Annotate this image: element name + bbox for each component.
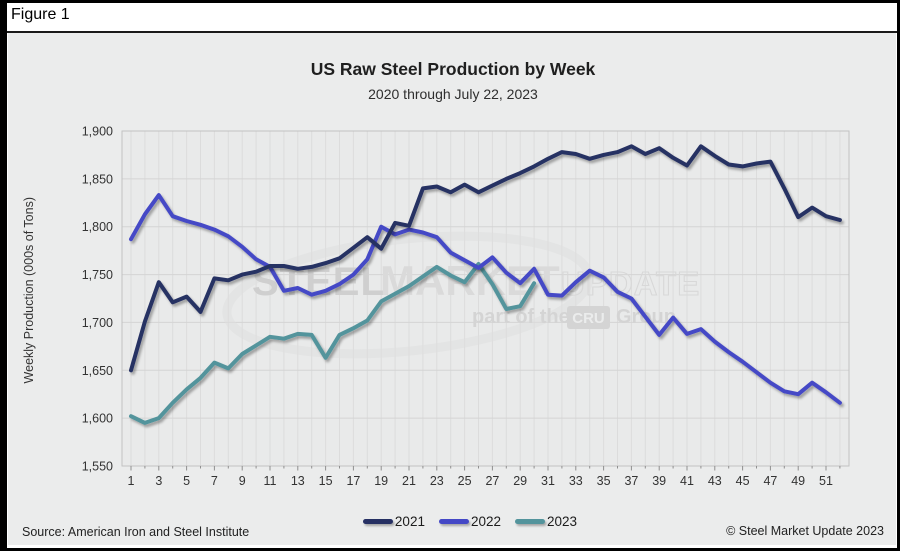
chart-title: US Raw Steel Production by Week [310,59,596,79]
svg-text:29: 29 [513,474,527,488]
svg-text:37: 37 [624,474,638,488]
svg-text:39: 39 [652,474,666,488]
legend-label-2022: 2022 [470,514,502,529]
svg-text:23: 23 [430,474,444,488]
svg-text:CRU: CRU [572,310,605,327]
svg-text:33: 33 [569,474,583,488]
legend-item-2023: 2023 [515,514,577,529]
svg-text:9: 9 [239,474,246,488]
legend-label-2023: 2023 [547,514,578,529]
svg-text:1,900: 1,900 [82,125,113,139]
svg-text:1,600: 1,600 [82,412,113,426]
svg-text:45: 45 [736,474,750,488]
svg-text:1: 1 [128,474,135,488]
svg-text:1,700: 1,700 [82,316,113,330]
svg-text:27: 27 [485,474,499,488]
svg-text:1,750: 1,750 [82,268,113,282]
legend: 2021 2022 2023 [8,514,896,529]
svg-text:21: 21 [402,474,416,488]
svg-text:1,800: 1,800 [82,220,113,234]
svg-text:25: 25 [458,474,472,488]
svg-text:1,850: 1,850 [82,172,113,186]
svg-text:1,650: 1,650 [82,364,113,378]
svg-text:11: 11 [264,474,277,488]
svg-text:5: 5 [183,474,190,488]
svg-text:13: 13 [291,474,305,488]
source-note: Source: American Iron and Steel Institut… [22,525,250,539]
legend-item-2021: 2021 [362,514,425,529]
svg-text:35: 35 [597,474,611,488]
legend-swatch-2022 [438,519,469,524]
chart-panel: US Raw Steel Production by Week 2020 thr… [8,33,896,545]
svg-text:part of the: part of the [472,306,570,328]
legend-swatch-2023 [515,519,546,524]
svg-text:15: 15 [319,474,333,488]
chart-subtitle: 2020 through July 22, 2023 [368,86,538,102]
svg-text:3: 3 [155,474,162,488]
svg-text:17: 17 [346,474,360,488]
legend-item-2022: 2022 [438,514,502,529]
svg-text:43: 43 [708,474,722,488]
svg-text:41: 41 [680,474,694,488]
svg-text:7: 7 [211,474,218,488]
svg-text:1,550: 1,550 [82,460,113,474]
legend-label-2021: 2021 [394,514,425,529]
svg-text:51: 51 [819,474,833,488]
svg-text:49: 49 [791,474,805,488]
figure-label: Figure 1 [11,6,70,23]
svg-text:47: 47 [763,474,777,488]
svg-text:19: 19 [374,474,388,488]
legend-swatch-2021 [362,519,393,524]
svg-text:31: 31 [541,474,555,488]
copyright-note: © Steel Market Update 2023 [726,524,884,538]
figure-header: Figure 1 [7,3,897,33]
